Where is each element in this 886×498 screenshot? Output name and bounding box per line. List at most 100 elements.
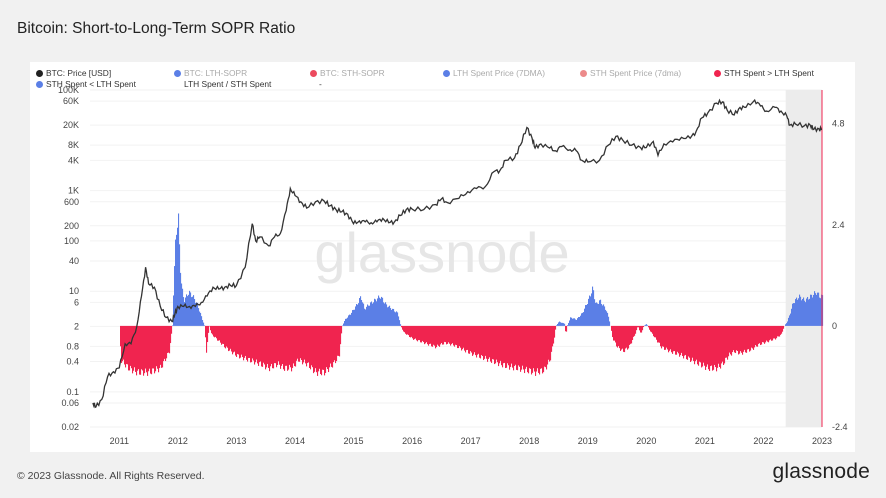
ratio-bar	[308, 325, 310, 363]
ratio-bar	[370, 302, 372, 326]
ratio-bar	[687, 325, 689, 360]
ratio-bar	[684, 325, 686, 356]
ratio-bar	[604, 306, 606, 326]
ratio-bar	[167, 325, 169, 353]
ratio-bar	[154, 325, 156, 374]
x-tick-label: 2023	[812, 436, 832, 446]
ratio-bar	[778, 325, 780, 337]
y-left-tick-label: 4K	[68, 155, 79, 165]
ratio-bar	[298, 325, 300, 362]
ratio-bar	[357, 304, 359, 326]
ratio-bar	[395, 312, 397, 326]
ratio-bar	[420, 325, 422, 343]
ratio-bar	[755, 325, 757, 346]
ratio-bar	[250, 325, 252, 363]
ratio-bar	[204, 325, 206, 326]
ratio-bar	[315, 325, 317, 369]
ratio-bar	[465, 325, 467, 353]
ratio-bar	[548, 325, 550, 360]
ratio-bar	[164, 325, 166, 359]
ratio-bar	[200, 312, 202, 326]
ratio-bar	[274, 325, 276, 364]
ratio-bar	[583, 312, 585, 326]
x-tick-label: 2019	[578, 436, 598, 446]
ratio-bar	[815, 293, 817, 326]
ratio-bar	[210, 325, 212, 331]
ratio-bar	[533, 325, 535, 369]
ratio-bar	[524, 325, 526, 374]
legend-item-btc-price[interactable]: BTC: Price [USD]	[36, 68, 111, 79]
ratio-bar	[431, 325, 433, 347]
ratio-bar	[641, 325, 643, 333]
ratio-bar	[492, 325, 494, 360]
ratio-bar	[621, 325, 623, 350]
ratio-bar	[236, 325, 238, 357]
legend-item-sth-gt-lth[interactable]: STH Spent > LTH Spent	[714, 68, 814, 79]
ratio-bar	[512, 325, 514, 368]
ratio-bar	[576, 319, 578, 326]
ratio-bar	[477, 325, 479, 355]
ratio-bar	[137, 325, 139, 371]
ratio-bar	[665, 325, 667, 350]
ratio-bar	[677, 325, 679, 352]
legend-item-lth-spent-price[interactable]: LTH Spent Price (7DMA)	[443, 68, 545, 79]
legend-item-sth-lt-lth[interactable]: STH Spent < LTH Spent	[36, 79, 136, 90]
ratio-bar	[630, 325, 632, 344]
ratio-bar	[514, 325, 516, 366]
ratio-bar	[769, 325, 771, 341]
ratio-bar	[562, 322, 564, 326]
ratio-bar	[515, 325, 517, 365]
ratio-bar	[539, 325, 541, 375]
ratio-bar	[579, 317, 581, 326]
legend-item-ratio[interactable]: LTH Spent / STH Spent	[184, 79, 272, 89]
ratio-bar	[214, 325, 216, 338]
ratio-bar	[243, 325, 245, 361]
ratio-bar	[724, 325, 726, 364]
ratio-bar	[387, 307, 389, 326]
ratio-bar	[248, 325, 250, 358]
ratio-bar	[814, 291, 816, 326]
ratio-bar	[221, 325, 223, 345]
ratio-bar	[597, 303, 599, 326]
ratio-bar	[239, 325, 241, 359]
ratio-bar	[519, 325, 521, 367]
ratio-bar	[676, 325, 678, 355]
ratio-bar	[475, 325, 477, 356]
ratio-bar	[663, 325, 665, 347]
x-tick-label: 2013	[226, 436, 246, 446]
ratio-bar	[217, 325, 219, 341]
ratio-bar	[364, 308, 366, 326]
ratio-bar	[804, 300, 806, 326]
ratio-bar	[582, 312, 584, 326]
ratio-bar	[203, 322, 205, 326]
x-tick-label: 2014	[285, 436, 305, 446]
ratio-bar	[414, 325, 416, 340]
legend-item-sth-spent-price[interactable]: STH Spent Price (7dma)	[580, 68, 681, 79]
ratio-bar	[233, 325, 235, 353]
ratio-bar	[679, 325, 681, 357]
ratio-bar	[425, 325, 427, 344]
ratio-bar	[385, 302, 387, 326]
ratio-bar	[642, 325, 644, 331]
ratio-bar	[444, 325, 446, 342]
ratio-bar	[790, 313, 792, 326]
y-left-tick-label: 20K	[63, 120, 79, 130]
ratio-bar	[418, 325, 420, 340]
ratio-bar	[254, 325, 256, 365]
ratio-bar	[379, 297, 381, 326]
ratio-bar	[365, 309, 367, 326]
ratio-bar	[491, 325, 493, 363]
legend-item-sth-sopr[interactable]: BTC: STH-SOPR	[310, 68, 385, 79]
ratio-bar	[531, 325, 533, 375]
ratio-bar	[468, 325, 470, 354]
ratio-bar	[439, 325, 441, 347]
ratio-bar	[360, 296, 362, 326]
ratio-bar	[734, 325, 736, 353]
ratio-bar	[461, 325, 463, 351]
legend-item-lth-sopr[interactable]: BTC: LTH-SOPR	[174, 68, 247, 79]
ratio-bar	[230, 325, 232, 349]
ratio-bar	[661, 325, 663, 349]
ratio-bar	[529, 325, 531, 369]
ratio-bar	[742, 325, 744, 355]
legend-dot-icon	[36, 70, 43, 77]
